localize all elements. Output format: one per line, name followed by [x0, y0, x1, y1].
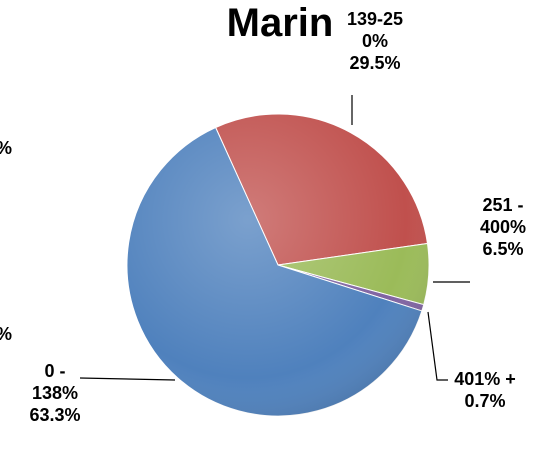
category-label: 251 - 400%	[479, 195, 527, 237]
pie	[126, 113, 430, 417]
chart-title: Marin	[226, 1, 334, 45]
leader-lines	[79, 95, 470, 381]
value-label: 29.5%	[349, 53, 401, 73]
slice-label: 401% + 0.7%	[440, 368, 530, 412]
category-label: 0 - 138%	[31, 361, 79, 403]
leader-line	[427, 311, 448, 381]
slice-label: 251 - 400% 6.5%	[468, 194, 538, 260]
leader-line	[79, 377, 176, 381]
value-label: 6.5%	[482, 239, 524, 259]
slice-label: 139-250% 29.5%	[340, 8, 410, 74]
annotation: %	[0, 324, 12, 345]
annotation: %	[0, 138, 12, 159]
value-label: 63.3%	[29, 405, 81, 425]
slice-label: 0 - 138% 63.3%	[20, 360, 90, 426]
value-label: 0.7%	[464, 391, 506, 411]
category-label: 139-250%	[346, 9, 404, 51]
category-label: 401% +	[454, 369, 516, 389]
